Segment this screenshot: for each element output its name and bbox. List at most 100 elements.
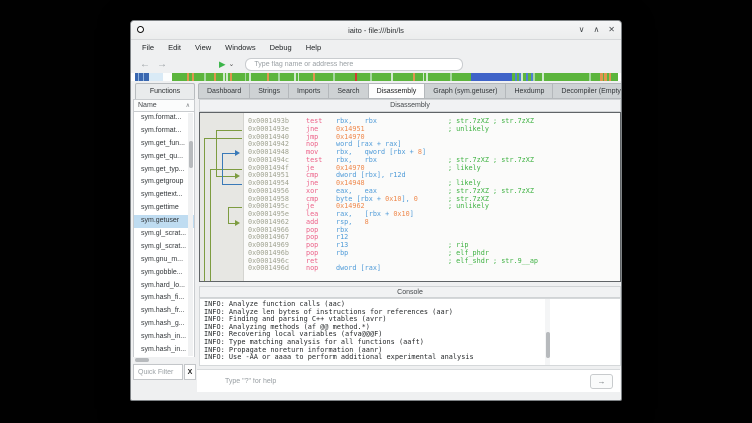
functions-column-header[interactable]: Name ∧ — [133, 99, 195, 112]
disasm-comment: ; elf_phdr — [448, 248, 489, 257]
disasm-line[interactable]: 0x0001495e lea rax, [rbx + 0x10] — [244, 210, 620, 219]
disasm-line[interactable]: 0x0001494f je 0x14970 ; likely — [244, 163, 620, 173]
function-list-item[interactable]: sym.format... — [141, 114, 182, 121]
disasm-line[interactable]: 0x00014951 cmp dword [rbx], r12d — [244, 171, 620, 180]
disasm-mnemonic: nop — [306, 140, 319, 149]
memory-segment — [213, 73, 216, 81]
continue-play-icon[interactable]: ▶ — [219, 59, 226, 70]
memory-segment — [611, 73, 618, 81]
function-list-item[interactable]: sym.hard_lo... — [141, 281, 185, 289]
scrollbar-thumb[interactable] — [135, 358, 149, 362]
memory-segment — [606, 73, 610, 81]
function-list-item[interactable]: sym.getgroup — [141, 178, 184, 186]
disasm-operands: rbx — [336, 225, 349, 234]
function-list-item[interactable]: sym.hash_g... — [141, 320, 185, 328]
disasm-line[interactable]: 0x0001493e jne 0x14951 ; unlikely — [244, 125, 620, 134]
console-vertical-scrollbar[interactable] — [545, 299, 550, 365]
memory-segment — [588, 73, 591, 81]
jump-arrow-gutter — [200, 113, 244, 281]
disasm-line[interactable]: 0x00014958 cmp byte [rbx + 0x10], 0 ; str.7… — [244, 194, 620, 204]
iaito-logo-icon — [137, 26, 144, 33]
disasm-operands: 0x14962 — [336, 202, 365, 211]
execute-command-button[interactable]: → — [590, 374, 613, 389]
disasm-line[interactable]: 0x00014962 add rsp, 8 — [244, 218, 620, 227]
toolbar: ← → ▶ ⌄ — [131, 56, 621, 73]
flag-search-input[interactable] — [245, 58, 464, 71]
disasm-address: 0x00014948 — [248, 148, 289, 156]
menu-edit[interactable]: Edit — [168, 43, 182, 52]
command-input[interactable] — [197, 370, 620, 392]
scrollbar-thumb[interactable] — [545, 332, 550, 358]
disasm-line[interactable]: 0x00014967 pop r12 — [244, 233, 620, 242]
disasm-line[interactable]: 0x0001493b test rbx, rbx ; str.7zXZ ; str.7… — [244, 117, 620, 126]
maximize-button[interactable]: ∧ — [593, 25, 600, 34]
function-list-item[interactable]: sym.get_fun... — [141, 139, 185, 147]
scrollbar-thumb[interactable] — [188, 141, 193, 168]
menu-windows[interactable]: Windows — [225, 43, 256, 52]
back-arrow-icon[interactable]: ← — [140, 58, 150, 70]
disasm-line[interactable]: 0x00014954 jne 0x14948 ; likely — [244, 179, 620, 188]
quick-filter-input[interactable] — [133, 364, 183, 380]
disasm-line[interactable]: 0x0001495c je 0x14962 ; unlikely — [244, 202, 620, 211]
minimize-button[interactable]: ∨ — [578, 25, 585, 34]
disassembly-view[interactable]: 0x0001493b test rbx, rbx ; str.7zXZ ; str.7… — [199, 112, 621, 282]
memory-map-bar[interactable] — [131, 73, 621, 81]
menu-help[interactable]: Help — [305, 43, 322, 52]
functions-panel-tab[interactable]: Functions — [135, 83, 195, 99]
function-list-item[interactable]: sym.hash_fr... — [141, 307, 185, 315]
function-list-item[interactable]: sym.format... — [141, 126, 182, 134]
window-title: iaito - file:///bin/ls — [348, 25, 404, 35]
disasm-line[interactable]: 0x0001496b pop rbp ; elf_phdr — [244, 248, 620, 258]
function-list-item[interactable]: sym.gl_scrat... — [141, 230, 187, 238]
function-list-item[interactable]: sym.gettime — [141, 204, 179, 212]
tab-search[interactable]: Search — [329, 83, 369, 99]
console-output[interactable]: INFO: Analyze function calls (aac) INFO: … — [199, 298, 621, 366]
disasm-line[interactable]: 0x00014942 nop word [rax + rax] — [244, 140, 620, 149]
functions-horizontal-scrollbar[interactable] — [133, 357, 195, 363]
memory-segment — [193, 73, 205, 81]
function-list-item[interactable]: sym.gnu_m... — [141, 255, 184, 263]
function-list-item[interactable]: sym.gl_scrat... — [141, 242, 187, 250]
disasm-line[interactable]: 0x00014956 xor eax, eax ; str.7zXZ ; str.7z… — [244, 187, 620, 196]
disasm-line[interactable]: 0x00014969 pop r13 ; rip — [244, 241, 620, 250]
title-bar[interactable]: iaito - file:///bin/ls ∨ ∧ ✕ — [131, 21, 621, 40]
clear-filter-button[interactable]: X — [184, 364, 196, 380]
menu-debug[interactable]: Debug — [269, 43, 292, 52]
jump-arrow — [228, 207, 229, 223]
tab-hexdump[interactable]: Hexdump — [506, 83, 554, 99]
function-list-item[interactable]: sym.hash_fi... — [141, 294, 185, 302]
disasm-line[interactable]: 0x00014966 pop rbx — [244, 225, 620, 235]
tab-dashboard[interactable]: Dashboard — [198, 83, 251, 99]
function-list-item[interactable]: sym.gobble... — [141, 268, 183, 276]
disasm-line[interactable]: 0x0001496d nop dword [rax] — [244, 264, 620, 273]
disasm-mnemonic: je — [306, 202, 315, 211]
memory-segment — [519, 73, 522, 81]
function-list-item[interactable]: sym.gettext... — [141, 191, 183, 199]
function-list-item[interactable]: sym.hash_in... — [141, 333, 187, 341]
tab-imports[interactable]: Imports — [289, 83, 330, 99]
disasm-comment: ; likely — [448, 163, 481, 172]
forward-arrow-icon[interactable]: → — [157, 58, 167, 70]
memory-segment — [204, 73, 207, 81]
tab-decompiler-empty[interactable]: Decompiler (Empty) — [553, 83, 621, 99]
disasm-line[interactable]: 0x0001496c ret ; elf_shdr ; str.9__ap — [244, 257, 620, 266]
play-menu-chevron-icon[interactable]: ⌄ — [228, 61, 235, 68]
disasm-mnemonic: cmp — [306, 194, 319, 203]
function-list-item[interactable]: sym.hash_in... — [141, 346, 187, 354]
menu-file[interactable]: File — [142, 43, 155, 52]
disasm-line[interactable]: 0x00014948 mov rbx, qword [rbx + 8] — [244, 148, 620, 157]
memory-segment — [412, 73, 416, 81]
disasm-line[interactable]: 0x00014940 jmp 0x14970 — [244, 133, 620, 142]
tab-graph-sym-getuser[interactable]: Graph (sym.getuser) — [425, 83, 507, 99]
function-list-item[interactable]: sym.get_typ... — [141, 165, 185, 173]
function-list-item[interactable]: sym.getuser — [134, 215, 194, 229]
memory-segment — [148, 73, 164, 81]
tab-strings[interactable]: Strings — [250, 83, 290, 99]
menu-view[interactable]: View — [195, 43, 212, 52]
functions-vertical-scrollbar[interactable] — [188, 113, 193, 356]
disasm-line[interactable]: 0x0001494c test rbx, rbx ; str.7zXZ ; str.7… — [244, 156, 620, 165]
memory-segment — [392, 73, 413, 81]
close-button[interactable]: ✕ — [608, 25, 615, 34]
tab-disassembly[interactable]: Disassembly — [368, 83, 426, 99]
function-list-item[interactable]: sym.get_qu... — [141, 152, 184, 160]
